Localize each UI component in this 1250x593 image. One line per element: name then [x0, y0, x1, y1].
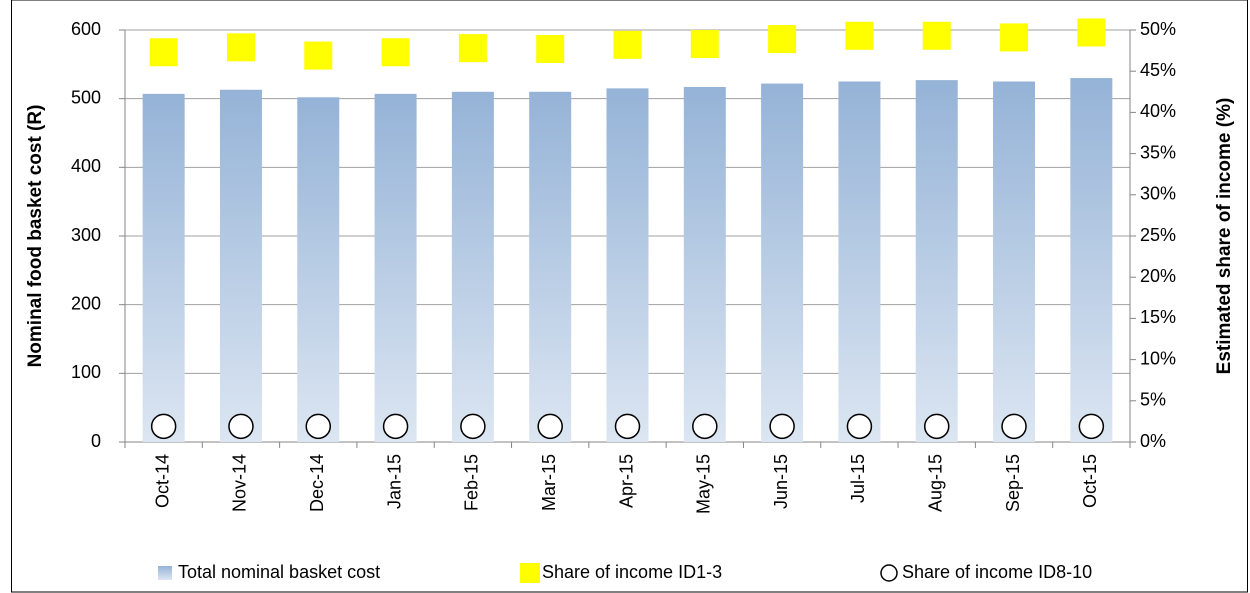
- y-tick-label: 200: [71, 293, 101, 313]
- x-tick-label: Nov-14: [230, 454, 250, 512]
- x-tick-label: Feb-15: [462, 454, 482, 511]
- bar: [142, 93, 185, 443]
- y-tick-label: 400: [71, 156, 101, 176]
- square-marker: [768, 25, 797, 54]
- y2-tick-label: 50%: [1140, 19, 1176, 39]
- x-tick-label: Mar-15: [539, 454, 559, 511]
- y2-tick-label: 40%: [1140, 101, 1176, 121]
- y2-tick-label: 15%: [1140, 307, 1176, 327]
- square-marker: [304, 41, 333, 70]
- circle-marker: [1001, 413, 1027, 440]
- circle-marker: [305, 413, 332, 440]
- circle-marker: [460, 413, 486, 440]
- x-tick-label: May-15: [694, 454, 714, 514]
- circle-marker: [692, 413, 718, 440]
- circle-marker: [382, 413, 409, 440]
- square-marker: [613, 30, 642, 59]
- y-tick-label: 300: [71, 225, 101, 245]
- legend-label: Share of income ID8-10: [902, 562, 1092, 582]
- y-axis-title: Nominal food basket cost (R): [25, 105, 46, 368]
- circle-marker: [1078, 413, 1105, 440]
- bar: [838, 81, 881, 442]
- square-marker: [690, 30, 719, 59]
- legend-swatch: [520, 563, 540, 583]
- chart-frame: [11, 0, 1248, 593]
- bar: [993, 81, 1036, 442]
- square-marker: [536, 34, 565, 63]
- circle-marker: [614, 413, 641, 440]
- y2-tick-label: 45%: [1140, 60, 1176, 80]
- y-tick-label: 600: [71, 19, 101, 39]
- circle-marker: [923, 413, 950, 440]
- x-tick-label: Jul-15: [848, 454, 868, 503]
- legend-swatch: [158, 566, 172, 580]
- circle-marker: [846, 413, 873, 440]
- x-tick-label: Oct-15: [1080, 454, 1100, 508]
- circle-marker: [769, 413, 795, 440]
- bar: [915, 80, 958, 443]
- square-marker: [922, 21, 951, 50]
- legend-swatch: [880, 564, 898, 582]
- bar: [451, 91, 494, 443]
- y-tick-label: 0: [91, 431, 101, 451]
- square-marker: [845, 21, 874, 50]
- x-tick-label: Jun-15: [771, 454, 791, 509]
- y2-tick-label: 0%: [1140, 431, 1166, 451]
- circle-marker: [228, 413, 254, 440]
- bar: [529, 91, 572, 443]
- bar: [761, 83, 804, 442]
- x-tick-label: Apr-15: [616, 454, 636, 508]
- square-marker: [226, 33, 255, 62]
- y2-tick-label: 35%: [1140, 142, 1176, 162]
- x-tick-label: Oct-14: [152, 454, 172, 508]
- y-tick-label: 500: [71, 87, 101, 107]
- square-marker: [381, 38, 410, 67]
- square-marker: [1000, 23, 1029, 52]
- y2-tick-label: 10%: [1140, 348, 1176, 368]
- y2-axis-title: Estimated share of income (%): [1214, 98, 1235, 375]
- y2-tick-label: 20%: [1140, 266, 1176, 286]
- square-marker: [458, 34, 487, 63]
- y2-tick-label: 30%: [1140, 184, 1176, 204]
- legend-label: Total nominal basket cost: [178, 562, 380, 582]
- x-tick-label: Dec-14: [307, 454, 327, 512]
- y2-tick-label: 5%: [1140, 390, 1166, 410]
- bar: [1070, 78, 1113, 443]
- y2-tick-label: 25%: [1140, 225, 1176, 245]
- bar: [374, 93, 417, 443]
- legend-label: Share of income ID1-3: [542, 562, 722, 582]
- circle-marker: [537, 413, 563, 440]
- square-marker: [149, 38, 178, 67]
- bar: [219, 89, 262, 443]
- circle-marker: [150, 413, 177, 440]
- bar: [683, 86, 726, 442]
- x-tick-label: Jan-15: [384, 454, 404, 509]
- bar: [297, 97, 340, 442]
- x-tick-label: Sep-15: [1003, 454, 1023, 512]
- bar: [606, 88, 649, 442]
- square-marker: [1077, 18, 1106, 47]
- y-tick-label: 100: [71, 362, 101, 382]
- x-tick-label: Aug-15: [925, 454, 945, 512]
